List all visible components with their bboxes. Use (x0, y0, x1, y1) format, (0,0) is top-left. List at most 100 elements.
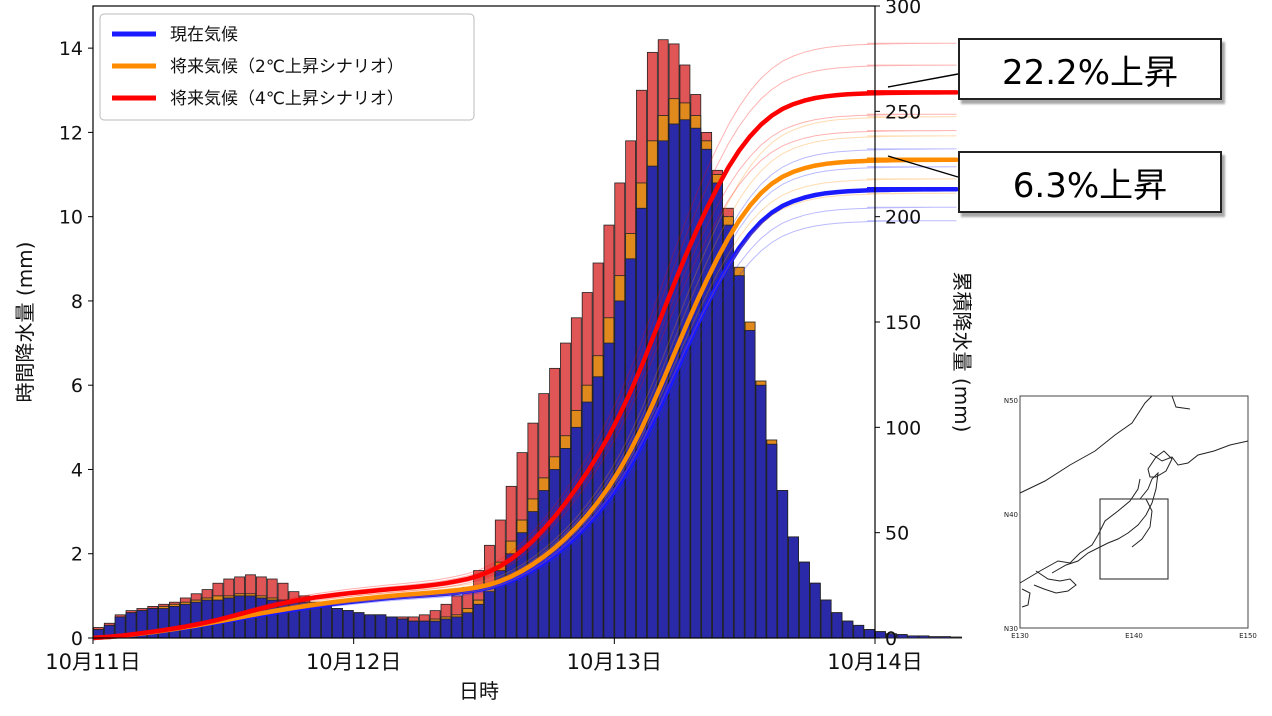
y-left-tick-label-4: 8 (71, 291, 83, 313)
x-tick-label-2: 10月13日 (567, 650, 662, 674)
bar-0-22 (331, 608, 343, 639)
domain-rectangle (1099, 498, 1169, 580)
coastline-0 (1019, 534, 1099, 584)
bar-0-10 (201, 599, 213, 639)
bar-0-63 (777, 490, 789, 639)
coastline-8 (1021, 588, 1031, 608)
y-right-tick-label-6: 300 (885, 0, 921, 18)
bar-0-31 (429, 620, 441, 639)
annotation-box-2c: 6.3%上昇 (958, 151, 1222, 213)
bar-0-6 (158, 608, 169, 639)
bar-0-34 (462, 612, 474, 639)
coastline-4 (1171, 395, 1191, 410)
cumulative-line-1 (92, 157, 959, 641)
y-left-tick-label-7: 14 (59, 38, 83, 60)
legend-box (99, 13, 475, 121)
y-right-tick-label-5: 250 (885, 101, 921, 123)
bar-0-28 (397, 618, 408, 639)
bar-0-74 (896, 634, 908, 639)
bar-0-79 (951, 636, 962, 639)
y-right-axis-label: 累積降水量 (mm) (950, 272, 974, 433)
bar-0-30 (418, 620, 430, 639)
bar-0-23 (342, 610, 354, 639)
bar-0-67 (820, 599, 832, 639)
annotation-box-4c: 22.2%上昇 (958, 38, 1222, 100)
x-axis-label: 日時 (459, 679, 499, 703)
bar-0-15 (255, 597, 267, 639)
y-left-tick-label-0: 0 (71, 628, 83, 650)
bar-0-73 (885, 633, 897, 639)
bar-0-24 (353, 612, 365, 639)
bar-0-7 (169, 606, 180, 639)
bar-0-8 (179, 603, 191, 639)
bar-0-60 (744, 330, 756, 639)
bar-0-36 (484, 591, 495, 639)
y-left-tick-label-1: 2 (71, 544, 83, 566)
bar-0-72 (875, 631, 886, 639)
y-right-tick-label-4: 200 (885, 207, 921, 229)
bar-0-61 (755, 384, 767, 639)
map-lat-label-0: N50 (1004, 397, 1018, 405)
bar-0-75 (907, 635, 919, 639)
map-lat-label-1: N40 (1004, 511, 1018, 519)
bar-0-26 (375, 614, 387, 639)
bar-0-68 (831, 612, 843, 639)
precipitation-chart: 0 2 4 6 8 10 12 14 0 50 100 150 200 250 300 10月11日 10月12… (13, 0, 974, 703)
coastline-9 (1147, 450, 1173, 478)
annotation-pointer-2c (887, 155, 959, 178)
x-tick-label-3: 10月14日 (827, 650, 922, 674)
coastline-1 (1019, 395, 1153, 494)
coastline-5 (1051, 471, 1159, 574)
legend-label-1: 将来気候（2℃上昇シナリオ） (170, 57, 404, 77)
coastline-6 (1131, 498, 1153, 548)
bar-0-9 (190, 601, 202, 639)
bar-0-78 (940, 636, 951, 639)
map-frame (1019, 395, 1249, 629)
y-right-tick-label-1: 50 (885, 523, 909, 545)
annotation-text-2c: 6.3%上昇 (1012, 165, 1168, 206)
y-right-tick-label-0: 0 (885, 628, 897, 650)
y-right-tick-label-2: 100 (885, 417, 921, 439)
coastline-7 (1033, 570, 1077, 594)
bar-0-77 (929, 636, 941, 639)
bar-0-69 (842, 620, 854, 639)
x-tick-label-1: 10月12日 (306, 650, 401, 674)
y-right-tick-label-3: 150 (885, 312, 921, 334)
y-left-tick-label-5: 10 (59, 207, 83, 229)
map-lon-label-1: E140 (1125, 632, 1143, 640)
bar-0-59 (733, 275, 745, 639)
bar-0-65 (799, 561, 810, 639)
bar-0-58 (722, 224, 734, 639)
bar-0-76 (918, 635, 930, 639)
x-tick-label-0: 10月11日 (45, 650, 140, 674)
bar-0-27 (386, 616, 398, 639)
map-lat-label-2: N30 (1004, 625, 1018, 633)
bar-0-56 (701, 148, 713, 639)
cumulative-line-2 (92, 90, 959, 641)
bar-0-33 (451, 616, 463, 639)
bar-0-64 (788, 536, 799, 639)
y-left-axis-label: 時間降水量 (mm) (13, 242, 37, 403)
bar-0-32 (440, 618, 452, 639)
annotation-pointer-4c (887, 73, 959, 88)
bar-0-62 (766, 443, 778, 639)
bar-0-29 (408, 620, 419, 639)
legend-label-2: 将来気候（4℃上昇シナリオ） (170, 89, 404, 109)
y-left-tick-label-3: 6 (71, 375, 83, 397)
map-lon-label-2: E150 (1239, 632, 1257, 640)
legend-label-0: 現在気候 (170, 25, 238, 45)
map-lon-label-0: E130 (1011, 632, 1029, 640)
y-left-tick-label-2: 4 (71, 459, 83, 481)
coastline-2 (1097, 478, 1141, 536)
y-left-tick-label-6: 12 (59, 122, 83, 144)
bar-0-25 (364, 614, 376, 639)
bar-0-21 (321, 606, 332, 639)
annotation-text-4c: 22.2%上昇 (1001, 52, 1178, 93)
bar-0-71 (864, 629, 875, 639)
bar-0-66 (809, 582, 821, 639)
bar-0-70 (853, 624, 865, 639)
bar-0-35 (473, 603, 484, 639)
